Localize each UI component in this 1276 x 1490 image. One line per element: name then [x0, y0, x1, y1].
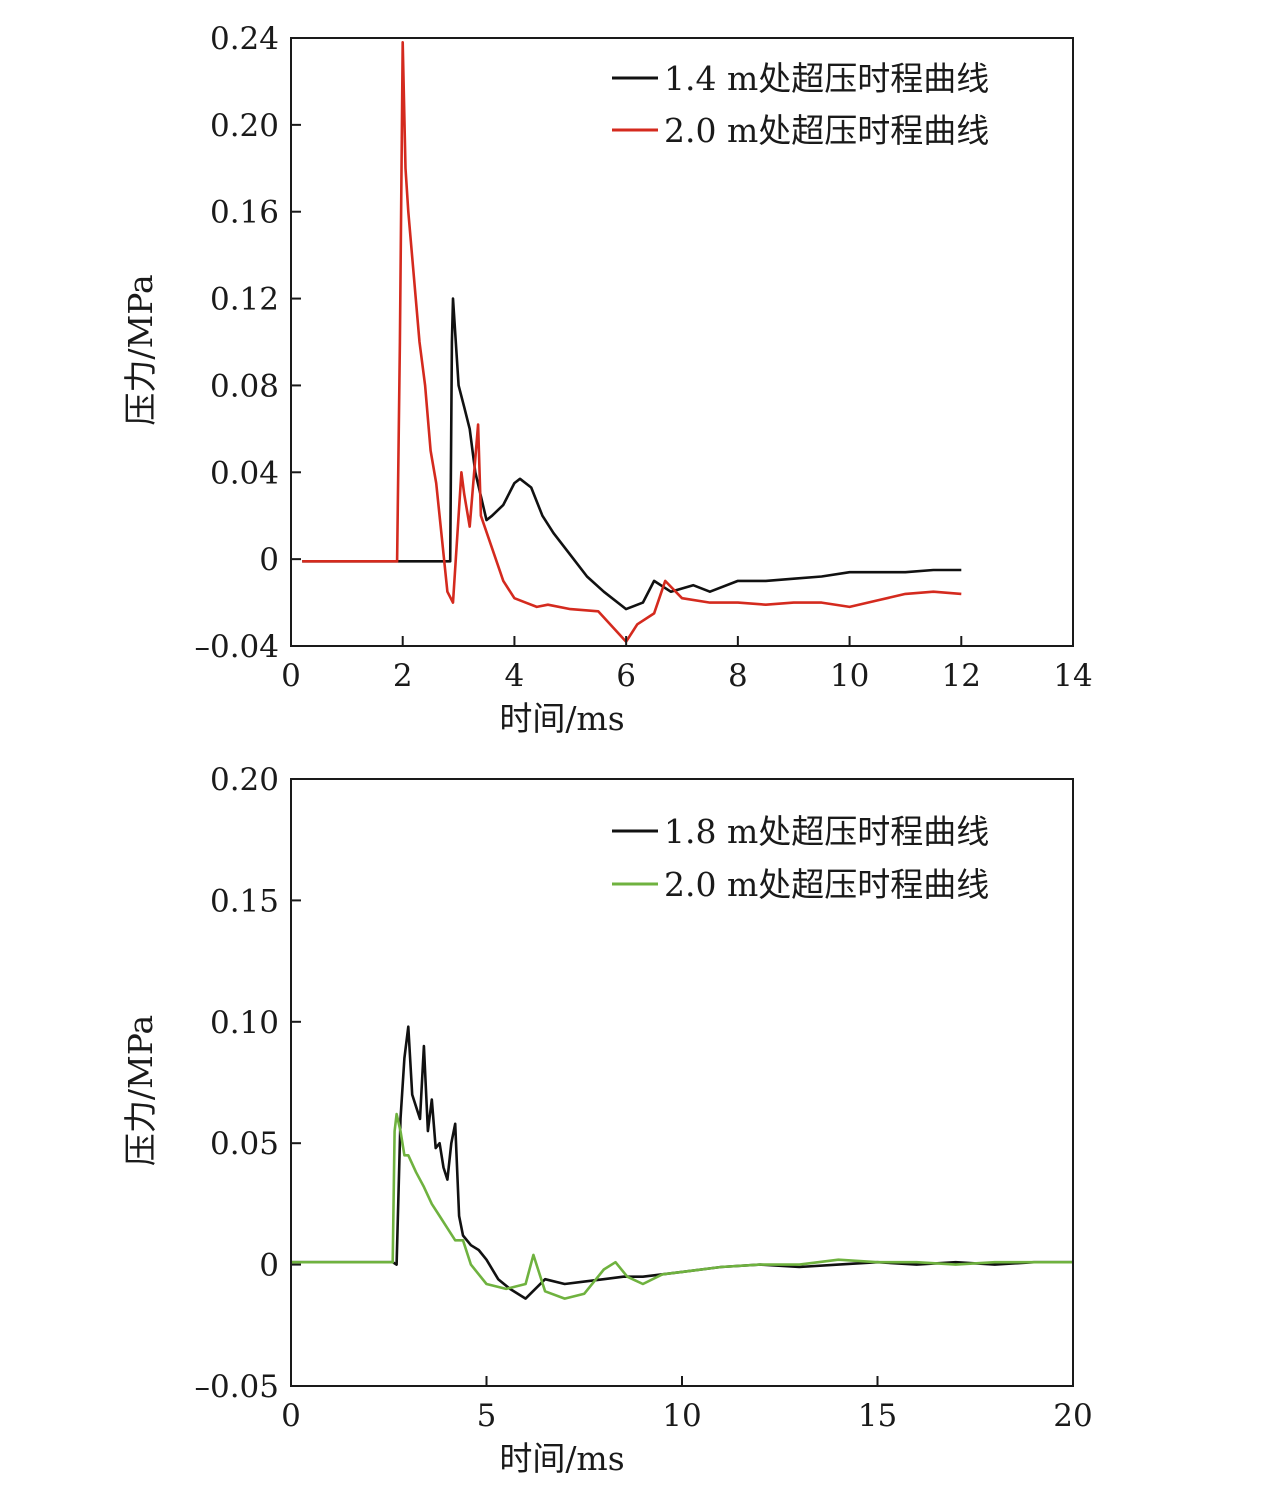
y-tick-label: 0.08	[210, 368, 279, 404]
x-tick-label: 15	[858, 1398, 897, 1434]
y-tick-label: 0.12	[210, 282, 279, 318]
y-tick-label: 0	[259, 542, 279, 578]
x-tick-label: 6	[616, 658, 636, 694]
legend-label-1: 2.0 m处超压时程曲线	[664, 111, 989, 150]
x-tick-label: 14	[1053, 658, 1092, 694]
y-axis-title: 压力/MPa	[121, 274, 160, 425]
y-tick-label: 0.04	[210, 455, 279, 491]
y-tick-label: –0.05	[194, 1369, 279, 1405]
series-line-1	[291, 1112, 1073, 1300]
x-tick-label: 2	[393, 658, 413, 694]
x-tick-label: 8	[728, 658, 748, 694]
y-tick-label: 0	[259, 1248, 279, 1284]
x-tick-label: 0	[281, 1398, 301, 1434]
x-tick-label: 12	[942, 658, 981, 694]
y-tick-label: 0.10	[210, 1005, 279, 1041]
x-axis-title: 时间/ms	[499, 699, 624, 738]
legend-label-0: 1.4 m处超压时程曲线	[664, 59, 989, 98]
chart-bottom: 0 5 10 15 20–0.0500.050.100.150.20时间/ms压力/MP…	[121, 762, 1093, 1478]
x-tick-label: 10	[830, 658, 869, 694]
legend-label-0: 1.8 m处超压时程曲线	[664, 812, 989, 851]
y-axis-title: 压力/MPa	[121, 1015, 160, 1166]
x-tick-label: 10	[662, 1398, 701, 1434]
x-tick-label: 20	[1053, 1398, 1092, 1434]
x-tick-label: 0	[281, 658, 301, 694]
series-line-0	[302, 297, 962, 611]
legend-label-1: 2.0 m处超压时程曲线	[664, 865, 989, 904]
y-tick-label: –0.04	[194, 629, 279, 665]
y-tick-label: 0.24	[210, 21, 279, 57]
x-tick-label: 5	[477, 1398, 497, 1434]
y-tick-label: 0.20	[210, 762, 279, 798]
y-tick-label: 0.15	[210, 883, 279, 919]
y-tick-label: 0.16	[210, 195, 279, 231]
chart-top: 0 2 4 6 8 10 12 14–0.0400.040.080.120.160.200.2…	[121, 21, 1093, 738]
plot-frame	[290, 37, 1074, 647]
y-tick-label: 0.20	[210, 108, 279, 144]
series-line-0	[291, 1025, 1073, 1300]
series-line-1	[302, 40, 962, 644]
y-tick-label: 0.05	[210, 1126, 279, 1162]
x-tick-label: 4	[505, 658, 525, 694]
x-axis-title: 时间/ms	[499, 1439, 624, 1478]
